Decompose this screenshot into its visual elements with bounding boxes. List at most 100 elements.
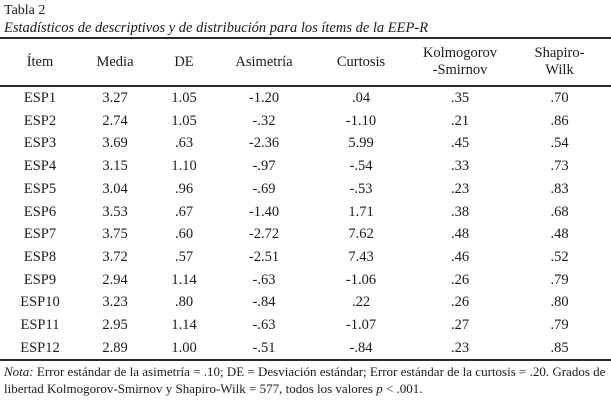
cell: .35	[450, 90, 470, 106]
cell: -.63	[252, 317, 276, 334]
cell: .48	[450, 226, 470, 243]
cell: -.97	[252, 158, 276, 175]
cell: .63	[174, 135, 194, 152]
cell: .96	[174, 180, 194, 197]
cell: .57	[174, 248, 194, 265]
cell: ESP6	[23, 203, 57, 220]
column-header: DE	[174, 53, 194, 70]
cell: .33	[450, 158, 470, 175]
cell: 2.74	[102, 112, 128, 129]
cell: -2.36	[248, 135, 280, 152]
cell: .27	[450, 317, 470, 334]
cell: 3.72	[102, 248, 128, 265]
cell: .38	[450, 203, 470, 220]
cell: .73	[550, 158, 569, 175]
cell: 3.69	[102, 135, 128, 152]
cell: 2.89	[102, 339, 128, 356]
cell: ESP7	[23, 226, 57, 243]
cell: .04	[351, 90, 371, 106]
cell: ESP12	[20, 339, 60, 356]
table-row: ESP9 2.94 1.14 -.63 -1.06 .26 .79	[0, 269, 611, 292]
cell: -1.40	[248, 203, 280, 220]
cell: .60	[174, 226, 194, 243]
cell: 1.05	[171, 112, 197, 129]
cell: 7.62	[348, 226, 374, 243]
cell: .70	[550, 90, 569, 106]
cell: -.51	[252, 339, 276, 356]
cell: .80	[174, 294, 194, 311]
cell: .54	[550, 135, 569, 152]
cell: 5.99	[348, 135, 374, 152]
cell: ESP11	[20, 317, 60, 334]
cell: ESP5	[23, 180, 57, 197]
table-header: Ítem Media DE Asimetría Curtosis Kolmogorov -…	[0, 39, 611, 86]
cell: ESP8	[23, 248, 57, 265]
table-row: ESP5 3.04 .96 -.69 -.53 .23 .83	[0, 178, 611, 201]
table-row: ESP6 3.53 .67 -1.40 1.71 .38 .68	[0, 201, 611, 224]
cell: 3.53	[102, 203, 128, 220]
cell: ESP10	[20, 294, 60, 311]
cell: -.63	[252, 271, 276, 288]
cell: -.53	[349, 180, 373, 197]
cell: 2.94	[102, 271, 128, 288]
cell: .80	[550, 294, 569, 311]
cell: -.69	[252, 180, 276, 197]
cell: -.84	[349, 339, 373, 356]
cell: ESP3	[23, 135, 57, 152]
cell: 1.14	[171, 317, 197, 334]
column-header: Ítem	[26, 53, 54, 70]
cell: 1.71	[348, 203, 374, 220]
cell: .52	[550, 248, 569, 265]
note-p-symbol: p	[376, 380, 383, 396]
cell: 1.05	[171, 90, 197, 106]
table-body: ESP1 3.27 1.05 -1.20 .04 .35 .70 ESP2 2.74 1.05 -.…	[0, 86, 611, 360]
stats-table: Ítem Media DE Asimetría Curtosis Kolmogorov -…	[0, 39, 611, 362]
table-row: ESP12 2.89 1.00 -.51 -.84 .23 .85	[0, 337, 611, 361]
cell: 1.00	[171, 339, 197, 356]
cell: -.84	[252, 294, 276, 311]
cell: .48	[550, 226, 569, 243]
cell: .23	[450, 180, 470, 197]
cell: -2.51	[248, 248, 280, 265]
cell: .26	[450, 271, 470, 288]
cell: -1.20	[248, 90, 280, 106]
table-row: ESP7 3.75 .60 -2.72 7.62 .48 .48	[0, 223, 611, 246]
cell: -1.06	[345, 271, 377, 288]
table-row: ESP3 3.69 .63 -2.36 5.99 .45 .54	[0, 132, 611, 155]
cell: .83	[550, 180, 569, 197]
cell: -1.10	[345, 112, 377, 129]
note-tail: < .001.	[382, 380, 423, 396]
cell: -.32	[252, 112, 276, 129]
table-row: ESP4 3.15 1.10 -.97 -.54 .33 .73	[0, 155, 611, 178]
cell: 3.27	[102, 90, 128, 106]
cell: ESP9	[23, 271, 57, 288]
header-row: Ítem Media DE Asimetría Curtosis Kolmogorov -…	[0, 39, 611, 86]
column-header: Asimetría	[235, 53, 293, 70]
column-header: Curtosis	[336, 53, 386, 70]
column-header: Media	[96, 53, 134, 70]
cell: .22	[351, 294, 371, 311]
cell: .46	[450, 248, 470, 265]
column-header: Shapiro- Wilk	[534, 45, 585, 78]
table-row: ESP10 3.23 .80 -.84 .22 .26 .80	[0, 291, 611, 314]
cell: .79	[550, 271, 569, 288]
cell: ESP1	[23, 90, 57, 106]
cell: -.54	[349, 158, 373, 175]
cell: -1.07	[345, 317, 377, 334]
cell: ESP4	[23, 158, 57, 175]
cell: .21	[450, 112, 470, 129]
note-text: Error estándar de la asimetría = .10; DE…	[4, 364, 606, 396]
table-label: Tabla 2	[4, 3, 46, 18]
cell: 2.95	[102, 317, 128, 334]
cell: 3.23	[102, 294, 128, 311]
cell: 1.14	[171, 271, 197, 288]
cell: .79	[550, 317, 569, 334]
cell: .86	[550, 112, 569, 129]
cell: 7.43	[348, 248, 374, 265]
cell: 1.10	[171, 158, 197, 175]
cell: 3.04	[102, 180, 128, 197]
cell: .45	[450, 135, 470, 152]
cell: ESP2	[23, 112, 57, 129]
table-row: ESP2 2.74 1.05 -.32 -1.10 .21 .86	[0, 110, 611, 133]
